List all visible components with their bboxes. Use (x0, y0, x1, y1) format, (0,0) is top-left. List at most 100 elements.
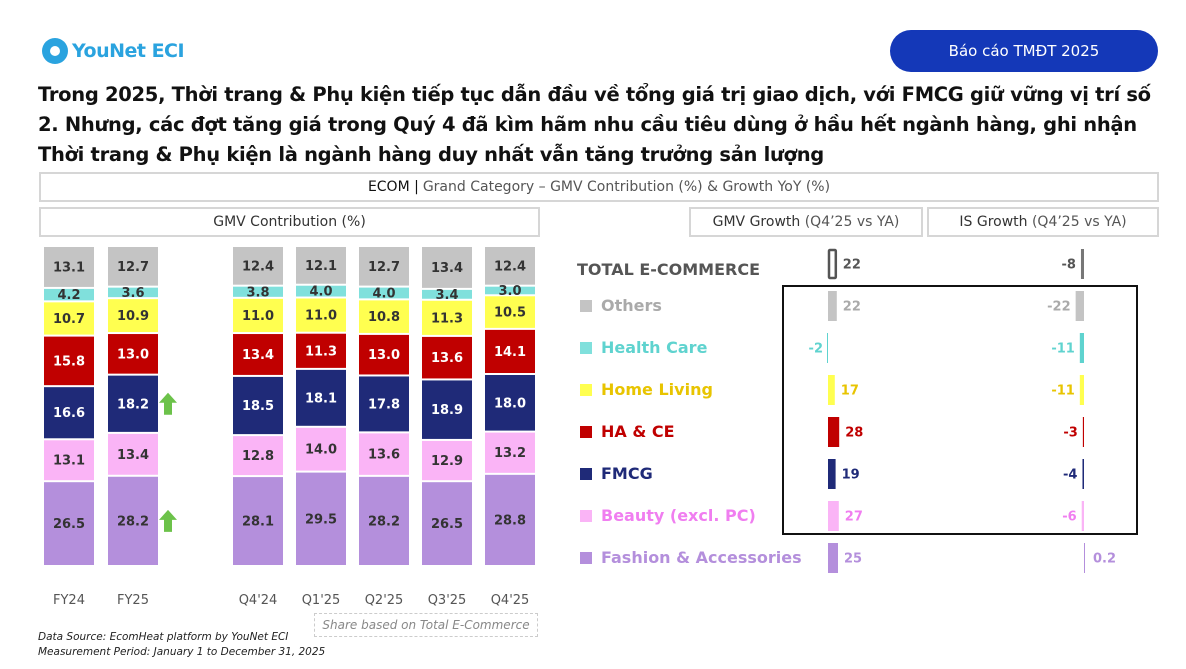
gmv-growth-bar (828, 543, 838, 573)
is-growth-bar (1084, 543, 1085, 573)
bar-segment (44, 247, 94, 287)
segment-label: 10.5 (494, 306, 526, 321)
is-growth-value: 0.2 (1093, 552, 1116, 567)
bar-segment (44, 482, 94, 565)
bar-segment (108, 375, 158, 432)
segment-label: 10.9 (117, 309, 149, 324)
bar-segment (44, 336, 94, 386)
segment-label: 10.8 (368, 310, 400, 325)
segment-label: 14.1 (494, 345, 526, 360)
segment-label: 11.3 (305, 344, 337, 359)
x-tick-label: Q1'25 (302, 593, 341, 608)
contribution-header: GMV Contribution (%) (39, 207, 540, 237)
category-label: Health Care (601, 338, 708, 357)
category-label: Beauty (excl. PC) (601, 506, 756, 525)
bar-segment (296, 472, 346, 565)
bar-segment (359, 287, 409, 299)
x-tick-label: FY25 (117, 593, 149, 608)
segment-label: 13.2 (494, 446, 526, 461)
bar-segment (485, 432, 535, 473)
bar-segment (233, 334, 283, 375)
bar-segment (44, 440, 94, 481)
x-tick-label: FY24 (53, 593, 85, 608)
bar-segment (296, 298, 346, 332)
category-label: TOTAL E-COMMERCE (577, 260, 760, 279)
bar-segment (233, 247, 283, 285)
bar-segment (108, 287, 158, 298)
segment-label: 3.4 (435, 288, 458, 303)
bar-segment (359, 433, 409, 475)
headline: Trong 2025, Thời trang & Phụ kiện tiếp t… (38, 83, 1151, 166)
bar-segment (359, 247, 409, 286)
bar-segment (108, 476, 158, 565)
bar-segment (359, 300, 409, 333)
highlight-box (782, 285, 1138, 535)
up-arrow-icon (159, 392, 177, 415)
segment-label: 11.0 (305, 309, 337, 324)
bar-segment (422, 440, 472, 481)
panel-title-bold: ECOM | (367, 179, 419, 195)
panel-title: ECOM | Grand Category – GMV Contribution … (39, 172, 1159, 202)
category-label: FMCG (601, 464, 653, 483)
segment-label: 12.7 (368, 260, 400, 275)
bar-segment (422, 336, 472, 379)
bar-segment (422, 380, 472, 439)
gmv-growth-bar (827, 248, 838, 280)
segment-label: 13.6 (368, 448, 400, 463)
bar-segment (422, 247, 472, 288)
segment-label: 10.7 (53, 312, 85, 327)
segment-label: 13.4 (431, 261, 463, 276)
segment-label: 12.1 (305, 259, 337, 274)
segment-label: 28.2 (368, 514, 400, 529)
category-label: Others (601, 296, 662, 315)
segment-label: 18.0 (494, 396, 526, 411)
segment-label: 3.8 (246, 285, 269, 300)
logo-icon (42, 38, 68, 64)
gmv-growth-rest: (Q4’25 vs YA) (804, 214, 900, 230)
segment-label: 3.0 (498, 284, 521, 299)
segment-label: 29.5 (305, 512, 337, 527)
segment-label: 13.0 (368, 348, 400, 363)
segment-label: 13.0 (117, 347, 149, 362)
bar-segment (296, 333, 346, 368)
legend-swatch (580, 342, 592, 354)
bar-segment (44, 288, 94, 301)
bar-segment (296, 247, 346, 284)
bar-segment (108, 299, 158, 333)
segment-label: 28.1 (242, 515, 274, 530)
logo: YouNet ECI (42, 38, 185, 64)
segment-label: 18.2 (117, 397, 149, 412)
segment-label: 3.6 (121, 286, 144, 301)
measurement-period: Measurement Period: January 1 to Decembe… (38, 646, 326, 658)
segment-label: 4.0 (309, 285, 332, 300)
is-growth-rest: (Q4’25 vs YA) (1031, 214, 1127, 230)
segment-label: 13.4 (242, 348, 274, 363)
legend-swatch (580, 426, 592, 438)
is-growth-value: -8 (1062, 258, 1076, 273)
bar-segment (422, 482, 472, 565)
bar-segment (44, 302, 94, 335)
category-label: Home Living (601, 380, 713, 399)
segment-label: 4.0 (372, 286, 395, 301)
bar-segment (296, 427, 346, 471)
segment-label: 17.8 (368, 397, 400, 412)
segment-label: 11.3 (431, 311, 463, 326)
x-tick-label: Q4'25 (491, 593, 530, 608)
report-badge: Báo cáo TMĐT 2025 (890, 30, 1158, 72)
segment-label: 4.2 (57, 288, 80, 303)
segment-label: 11.0 (242, 309, 274, 324)
bar-segment (296, 285, 346, 297)
segment-label: 13.1 (53, 454, 85, 469)
x-tick-label: Q4'24 (239, 593, 278, 608)
segment-label: 12.9 (431, 454, 463, 469)
segment-label: 28.2 (117, 514, 149, 529)
segment-label: 13.1 (53, 260, 85, 275)
legend-swatch (580, 510, 592, 522)
bar-segment (422, 300, 472, 335)
is-growth-bar (1080, 249, 1084, 279)
gmv-growth-value: 25 (844, 552, 862, 567)
segment-label: 15.8 (53, 354, 85, 369)
segment-label: 26.5 (431, 517, 463, 532)
segment-label: 16.6 (53, 406, 85, 421)
segment-label: 13.4 (117, 448, 149, 463)
